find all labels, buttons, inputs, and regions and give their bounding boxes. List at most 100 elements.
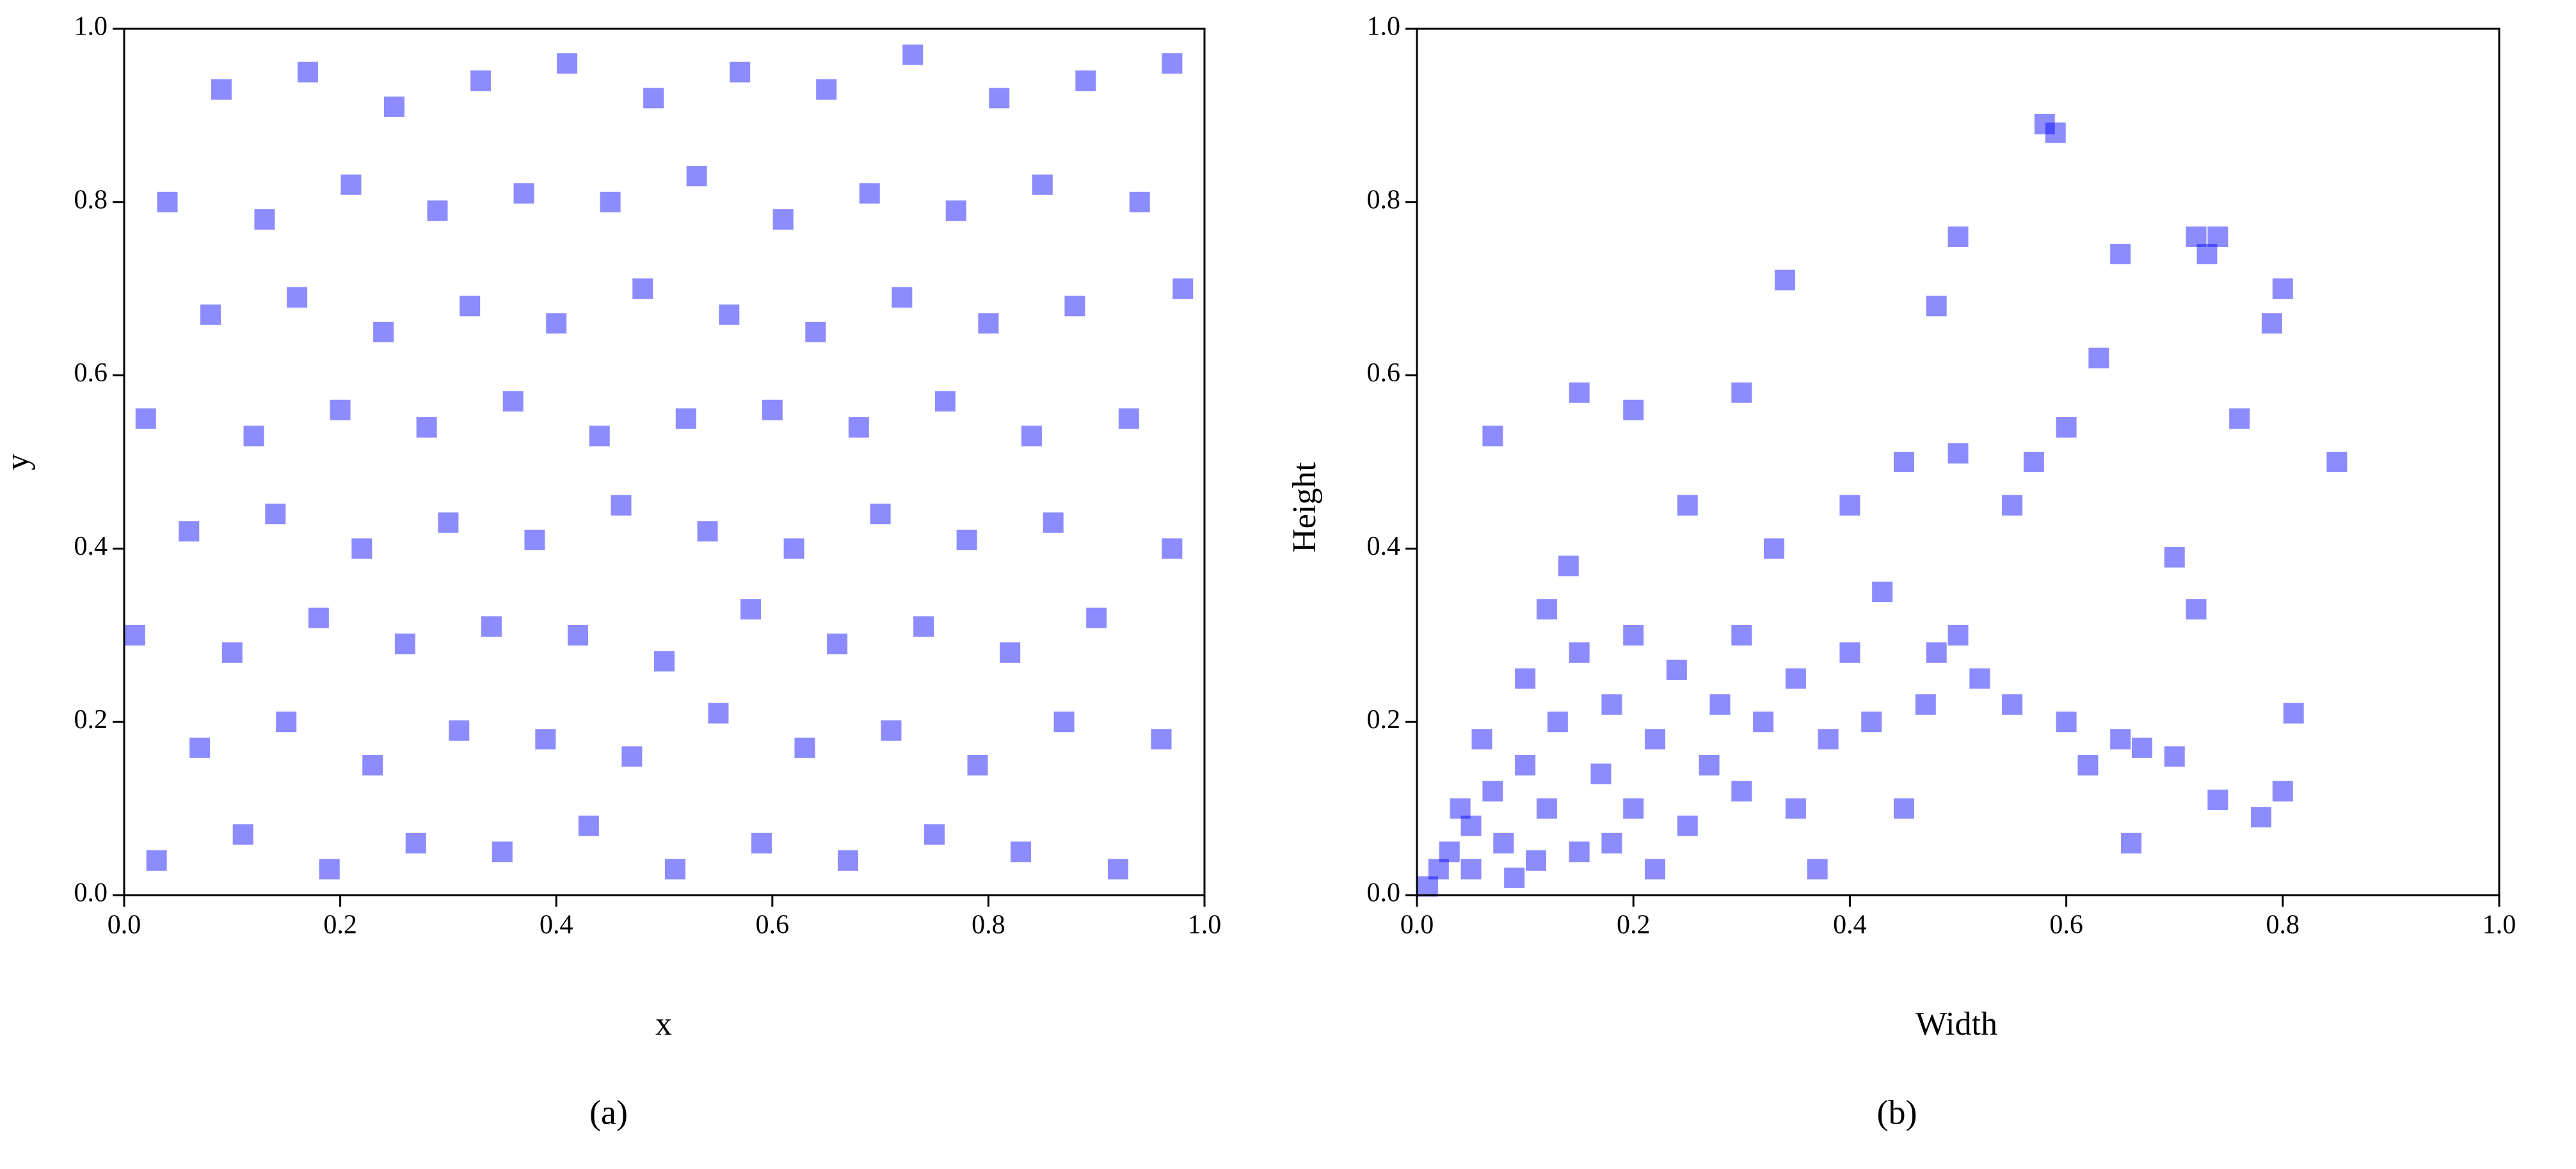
point <box>978 313 999 334</box>
point <box>502 391 524 412</box>
point <box>1764 538 1785 559</box>
point <box>1151 729 1172 750</box>
point <box>221 642 243 663</box>
panel: 0.0 0.2 0.4 0.6 0.8 1.0 0.0 0.2 0.4 0.6 0.8 1.0 x y (a… <box>0 12 1221 1132</box>
point <box>189 737 211 758</box>
point <box>1709 694 1731 715</box>
point <box>772 209 794 230</box>
point <box>1926 296 1947 317</box>
point <box>1460 859 1482 880</box>
point <box>405 832 426 854</box>
point <box>589 425 610 447</box>
point <box>654 651 675 672</box>
point <box>1753 712 1774 733</box>
point <box>308 607 329 628</box>
x-tick-label: 0.4 <box>540 911 573 940</box>
y-tick-label: 0.8 <box>74 185 108 214</box>
point <box>1515 668 1536 689</box>
point <box>1731 624 1752 646</box>
point <box>1460 815 1482 836</box>
point <box>2283 703 2304 724</box>
point <box>2326 452 2348 472</box>
point <box>600 191 621 212</box>
point <box>211 79 232 100</box>
point <box>265 504 286 525</box>
point <box>1043 512 1064 533</box>
y-tick-label: 1.0 <box>1367 12 1401 42</box>
x-tick-label: 0.8 <box>2266 911 2300 940</box>
point <box>1547 712 1568 733</box>
caption: (a) <box>589 1093 628 1131</box>
point <box>1601 832 1622 854</box>
point <box>2077 754 2099 775</box>
point <box>1893 452 1914 472</box>
point <box>945 200 966 221</box>
point <box>1785 798 1806 819</box>
point <box>708 703 729 724</box>
point <box>492 841 513 863</box>
point <box>1893 798 1914 819</box>
point <box>135 408 156 429</box>
point <box>934 391 956 412</box>
point <box>1872 582 1893 603</box>
point <box>1450 798 1471 819</box>
point <box>1677 495 1698 516</box>
x-tick-label: 0.8 <box>972 911 1005 940</box>
point <box>362 754 383 775</box>
point <box>1807 859 1828 880</box>
y-tick-label: 0.0 <box>74 879 108 908</box>
point <box>1482 425 1503 447</box>
point <box>1569 841 1590 863</box>
point <box>2186 226 2207 247</box>
point <box>2196 244 2218 265</box>
point <box>1915 694 1936 715</box>
plot-frame <box>123 28 1206 896</box>
point <box>319 859 340 880</box>
point <box>1623 624 1644 646</box>
point <box>146 850 167 871</box>
point <box>546 313 567 334</box>
point <box>1482 781 1503 802</box>
point <box>827 633 848 655</box>
point <box>870 504 891 525</box>
point <box>2131 737 2152 758</box>
point <box>2023 452 2044 472</box>
point <box>297 61 318 83</box>
point <box>232 824 253 845</box>
point <box>1623 798 1644 819</box>
point <box>2056 712 2077 733</box>
x-tick-label: 0.6 <box>2049 911 2083 940</box>
point <box>1172 278 1194 299</box>
point <box>1645 859 1666 880</box>
point <box>1569 642 1590 663</box>
point <box>2186 599 2207 620</box>
x-axis-label: x <box>655 1006 672 1042</box>
point <box>881 720 902 741</box>
point <box>621 746 643 767</box>
point <box>287 287 308 308</box>
point <box>2272 278 2293 299</box>
point <box>1439 841 1460 863</box>
x-tick-label: 0.4 <box>1833 911 1867 940</box>
point <box>1011 841 1032 863</box>
point <box>675 408 696 429</box>
point <box>1428 859 1449 880</box>
x-tick-label: 0.6 <box>756 911 790 940</box>
point <box>157 191 178 212</box>
point <box>1129 191 1150 212</box>
point <box>2207 226 2228 247</box>
x-tick-label: 1.0 <box>2483 911 2516 940</box>
point <box>254 209 275 230</box>
point <box>751 832 772 854</box>
point <box>1536 798 1557 819</box>
point <box>470 70 492 91</box>
point <box>632 278 653 299</box>
x-tick-label: 0.0 <box>108 911 141 940</box>
point <box>2164 746 2185 767</box>
point <box>2034 113 2055 134</box>
point <box>1118 408 1139 429</box>
point <box>373 321 394 342</box>
point <box>1623 399 1644 420</box>
point <box>2272 781 2293 802</box>
point <box>924 824 945 845</box>
